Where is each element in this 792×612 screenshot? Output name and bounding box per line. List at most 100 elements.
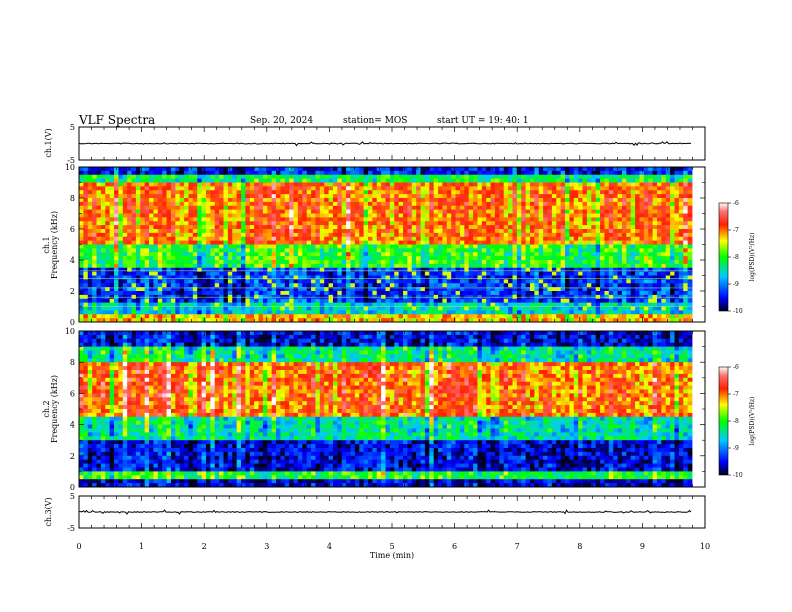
ch1-spectrogram-cell <box>324 260 329 265</box>
ch1-spectrogram-cell <box>459 279 465 284</box>
ch1-spectrogram-cell <box>639 190 645 195</box>
ch1-spectrogram-cell <box>372 186 378 191</box>
ch1-spectrogram-cell <box>223 186 229 191</box>
ch1-spectrogram-cell <box>280 170 286 176</box>
ch1-spectrogram-cell <box>363 291 369 296</box>
ch1-spectrogram-cell <box>197 201 202 207</box>
ch1-spectrogram-cell <box>385 248 391 253</box>
ch1-spectrogram-cell <box>87 267 93 273</box>
ch1-spectrogram-cell <box>678 248 684 253</box>
ch1-spectrogram-cell <box>100 186 106 191</box>
ch1-spectrogram-cell <box>551 275 557 280</box>
ch1-spectrogram-cell <box>503 167 509 172</box>
ch1-spectrogram-cell <box>661 167 667 172</box>
ch1-spectrogram-cell <box>262 283 268 288</box>
ch1-spectrogram-cell <box>411 263 417 269</box>
ch1-spectrogram-cell <box>175 283 181 288</box>
ch1-spectrogram-cell <box>114 209 119 214</box>
ch1-spectrogram-cell <box>214 260 220 265</box>
ch1-spectrogram-cell <box>481 298 487 304</box>
ch1-spectrogram-cell <box>105 198 111 203</box>
ch1-spectrogram-cell <box>381 232 386 238</box>
ch1-spectrogram-cell <box>560 271 566 276</box>
ch1-spectrogram-cell <box>153 256 159 261</box>
ch1-spectrogram-cell <box>157 186 163 191</box>
ch1-spectrogram-cell <box>481 201 487 207</box>
ch1-spectrogram-cell <box>578 287 583 292</box>
ch1-spectrogram-cell <box>258 213 264 218</box>
ch1-spectrogram-cell <box>236 279 242 284</box>
ch1-spectrogram-cell <box>262 275 268 280</box>
ch1-spectrogram-cell <box>105 244 111 249</box>
ch1-spectrogram-cell <box>302 298 308 304</box>
ch1-spectrogram-cell <box>170 236 176 242</box>
ch1-spectrogram-cell <box>144 167 150 172</box>
ch1-spectrogram-cell <box>565 252 570 257</box>
ch1-spectrogram-cell <box>560 236 566 242</box>
ch1-spectrogram-cell <box>306 263 312 269</box>
ch1-spectrogram-cell <box>315 221 321 226</box>
ch1-spectrogram-cell <box>131 291 137 296</box>
ch1-spectrogram-cell <box>297 229 303 234</box>
ch1-spectrogram-cell <box>223 260 229 265</box>
ch1-spectrogram-cell <box>149 248 154 253</box>
ch1-spectrogram-cell <box>617 229 623 234</box>
ch1-spectrogram-cell <box>188 186 194 191</box>
ch1-spectrogram-cell <box>135 229 141 234</box>
ch1-spectrogram-cell <box>144 267 150 273</box>
ch1-spectrogram-cell <box>100 190 106 195</box>
ch1-spectrogram-cell <box>92 267 97 273</box>
ch1-spectrogram-cell <box>214 256 220 261</box>
ch1-spectrogram-cell <box>219 298 224 304</box>
ch1-spectrogram-cell <box>267 275 273 280</box>
ch1-spectrogram-cell <box>486 252 491 257</box>
ch1-spectrogram-cell <box>359 267 365 273</box>
ch1-spectrogram-cell <box>665 205 671 211</box>
ch1-spectrogram-cell <box>656 194 662 199</box>
ch1-spectrogram-cell <box>503 263 509 269</box>
ch1-spectrogram-cell <box>420 201 426 207</box>
ch1-spectrogram-cell <box>109 167 115 172</box>
ch1-spectrogram-cell <box>201 178 207 183</box>
ch1-spectrogram-cell <box>241 275 246 280</box>
ch1-spectrogram-cell <box>280 186 286 191</box>
ch1-spectrogram-cell <box>468 201 474 207</box>
ch1-spectrogram-cell <box>328 271 334 276</box>
ch1-spectrogram-cell <box>621 248 627 253</box>
ch1-spectrogram-cell <box>674 232 680 238</box>
ch1-spectrogram-cell <box>135 244 141 249</box>
ch1-spectrogram-cell <box>236 190 242 195</box>
ch1-spectrogram-cell <box>219 244 224 249</box>
ch1-spectrogram-cell <box>192 291 198 296</box>
ch1-spectrogram-cell <box>254 201 259 207</box>
ch1-spectrogram-cell <box>643 170 649 176</box>
ch1-spectrogram-cell <box>179 256 185 261</box>
ch1-spectrogram-cell <box>683 221 689 226</box>
ch1-spectrogram-cell <box>245 275 251 280</box>
ch1-spectrogram-cell <box>403 283 408 288</box>
ch1-spectrogram-cell <box>236 275 242 280</box>
ch1-spectrogram-cell <box>232 236 238 242</box>
ch1-spectrogram-cell <box>328 174 334 180</box>
ch1-spectrogram-cell <box>551 167 557 172</box>
ch1-spectrogram-cell <box>416 263 421 269</box>
ch1-spectrogram-cell <box>324 221 329 226</box>
ch1-spectrogram-cell <box>284 190 290 195</box>
ch1-spectrogram-cell <box>394 167 400 172</box>
ch1-spectrogram-cell <box>227 256 233 261</box>
ch1-spectrogram-cell <box>600 275 605 280</box>
ch1-spectrogram-cell <box>451 201 456 207</box>
ch1-spectrogram-cell <box>486 170 491 176</box>
ch1-spectrogram-cell <box>293 170 299 176</box>
ch1-spectrogram-cell <box>87 275 93 280</box>
ch1-spectrogram-cell <box>455 190 461 195</box>
ch1-spectrogram-cell <box>100 240 106 245</box>
ch1-spectrogram-cell <box>302 170 308 176</box>
ch1-spectrogram-cell <box>529 178 535 183</box>
ch1-spectrogram-cell <box>372 236 378 242</box>
ch1-spectrogram-cell <box>267 182 273 187</box>
ch1-spectrogram-cell <box>293 194 299 199</box>
ch1-spectrogram-cell <box>407 213 413 218</box>
ch1-spectrogram-cell <box>363 225 369 230</box>
